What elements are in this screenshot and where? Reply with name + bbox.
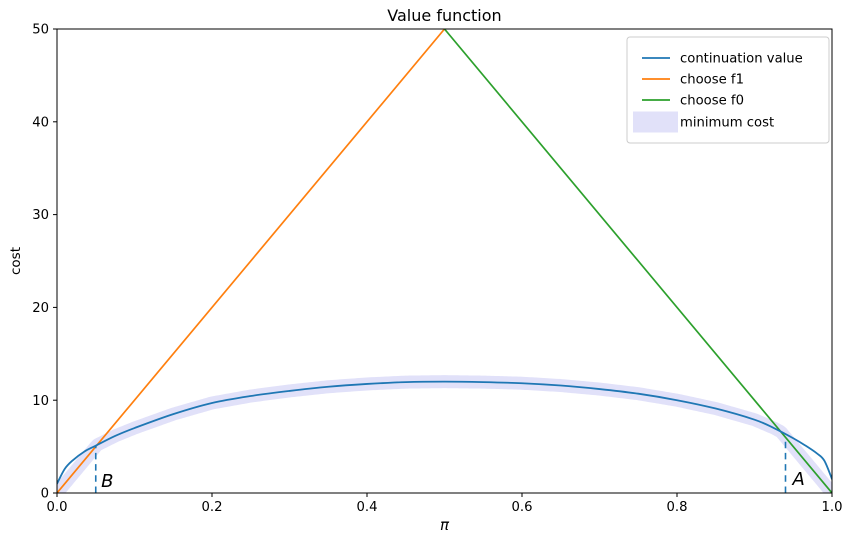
x-tick-label: 0.6	[512, 500, 533, 515]
legend-patch-sample	[633, 111, 678, 133]
y-tick-label: 40	[32, 115, 49, 130]
x-tick-label: 0.4	[357, 500, 378, 515]
annotation-label-b: B	[101, 471, 113, 492]
x-tick-label: 0.8	[667, 500, 688, 515]
y-tick-label: 30	[32, 208, 49, 223]
x-tick-label: 0.2	[202, 500, 223, 515]
y-tick-label: 50	[32, 23, 49, 38]
legend-entry-label: choose f1	[680, 73, 744, 88]
legend-entry-label: minimum cost	[680, 116, 774, 131]
y-tick-label: 0	[41, 487, 49, 502]
legend: continuation value choose f1 choose f0 mini…	[626, 36, 830, 144]
x-axis-label: π	[440, 516, 450, 534]
chart-title: Value function	[387, 6, 501, 25]
chart-content: 0.0 0.2 0.4 0.6 0.8 1.0 0 10 20 30 40 50 B Acontinuat…	[32, 23, 842, 515]
legend-entry-label: continuation value	[680, 52, 803, 67]
y-tick-label: 10	[32, 394, 49, 409]
x-tick-label: 0.0	[47, 500, 68, 515]
choose-f1-line	[57, 29, 446, 493]
choose-f0-line	[443, 29, 832, 493]
annotation-label-a: A	[791, 469, 804, 490]
continuation-value-line	[57, 380, 832, 485]
x-tick-label: 1.0	[822, 500, 843, 515]
legend-entry-label: choose f0	[680, 94, 744, 109]
y-axis-label: cost	[8, 247, 24, 275]
axes-frame	[56, 28, 833, 494]
y-tick-label: 20	[32, 301, 49, 316]
